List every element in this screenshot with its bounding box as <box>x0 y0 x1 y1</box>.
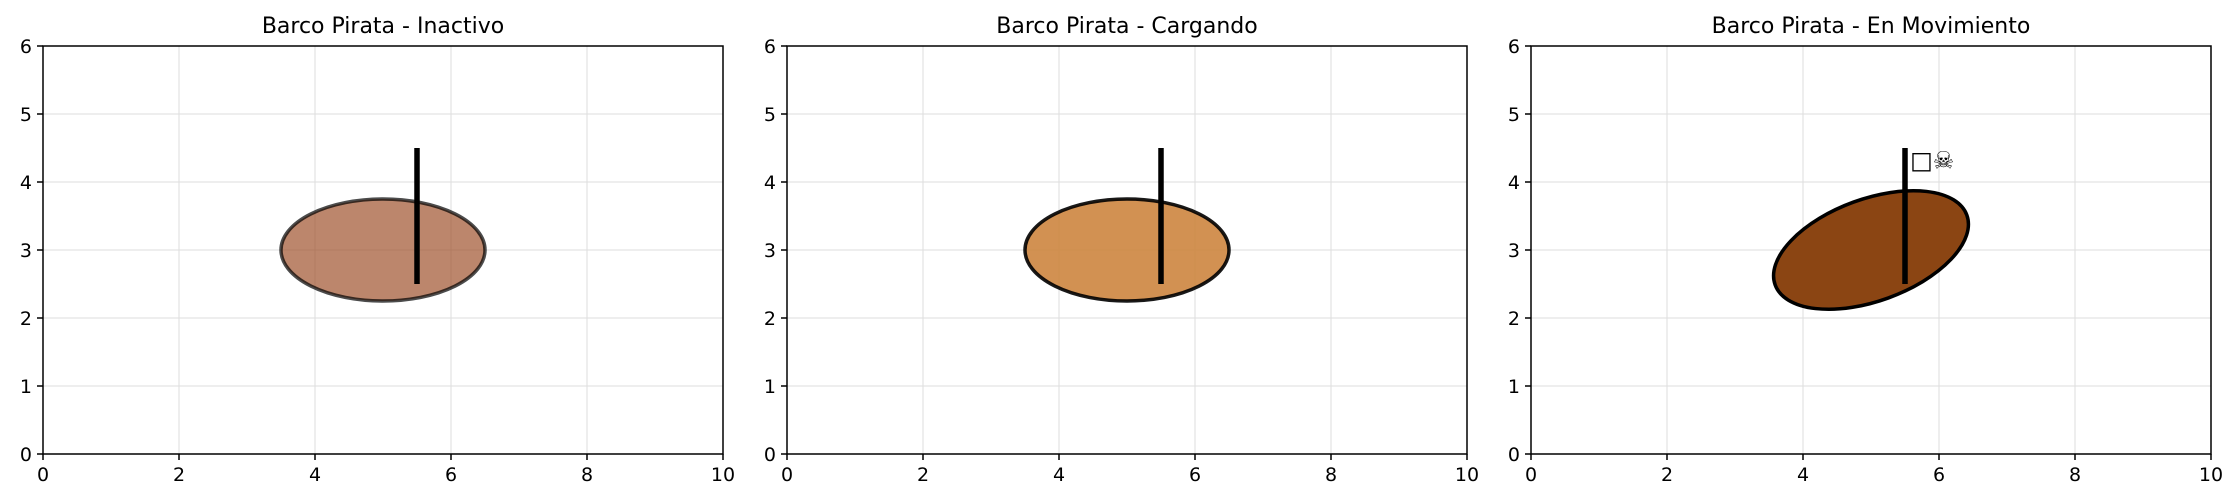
x-tick-label: 2 <box>173 464 185 486</box>
y-tick-label: 2 <box>764 308 776 330</box>
chart-panel-3: □☠ 0 2 4 6 8 10 0 1 2 3 4 5 6 Barco Pirata - En Movimi… <box>1508 14 2223 486</box>
chart-panel-2: 0 2 4 6 8 10 0 1 2 3 4 5 6 Barco Pirata - Cargando <box>764 14 1479 486</box>
y-tick-label: 1 <box>1508 376 1520 398</box>
x-tick-label: 4 <box>1053 464 1065 486</box>
x-tick-label: 8 <box>2069 464 2081 486</box>
panel-title: Barco Pirata - Cargando <box>996 14 1257 39</box>
x-tick-label: 10 <box>2199 464 2223 486</box>
x-tick-label: 0 <box>37 464 49 486</box>
x-tick-label: 10 <box>711 464 735 486</box>
y-tick-label: 4 <box>20 172 32 194</box>
y-tick-label: 5 <box>764 104 776 126</box>
y-tick-label: 3 <box>20 240 32 262</box>
x-tick-label: 6 <box>445 464 457 486</box>
y-tick-label: 0 <box>764 444 776 466</box>
x-tick-label: 2 <box>917 464 929 486</box>
y-tick-label: 1 <box>20 376 32 398</box>
chart-panel-1: 0 2 4 6 8 10 0 1 2 3 4 5 6 Barco Pirata - Inactivo <box>20 14 735 486</box>
panel-title: Barco Pirata - En Movimiento <box>1712 14 2031 39</box>
y-tick-label: 6 <box>20 36 32 58</box>
x-tick-label: 8 <box>1325 464 1337 486</box>
y-tick-label: 5 <box>1508 104 1520 126</box>
y-tick-label: 4 <box>764 172 776 194</box>
ship-hull <box>279 197 487 303</box>
y-tick-label: 2 <box>1508 308 1520 330</box>
panel-title: Barco Pirata - Inactivo <box>262 14 504 39</box>
x-tick-label: 6 <box>1933 464 1945 486</box>
y-tick-label: 1 <box>764 376 776 398</box>
ship-hull <box>1771 188 1971 312</box>
y-tick-label: 4 <box>1508 172 1520 194</box>
x-tick-label: 2 <box>1661 464 1673 486</box>
y-tick-label: 3 <box>1508 240 1520 262</box>
y-tick-label: 2 <box>20 308 32 330</box>
x-tick-label: 0 <box>781 464 793 486</box>
y-tick-label: 3 <box>764 240 776 262</box>
flag-annotation: □☠ <box>1910 147 1954 175</box>
ship-hull <box>1023 197 1231 303</box>
y-tick-label: 6 <box>764 36 776 58</box>
x-tick-label: 4 <box>1797 464 1809 486</box>
x-tick-label: 8 <box>581 464 593 486</box>
y-tick-label: 5 <box>20 104 32 126</box>
y-tick-label: 0 <box>1508 444 1520 466</box>
x-tick-label: 4 <box>309 464 321 486</box>
x-tick-label: 10 <box>1455 464 1479 486</box>
x-tick-label: 6 <box>1189 464 1201 486</box>
x-tick-label: 0 <box>1525 464 1537 486</box>
y-tick-label: 6 <box>1508 36 1520 58</box>
y-tick-label: 0 <box>20 444 32 466</box>
